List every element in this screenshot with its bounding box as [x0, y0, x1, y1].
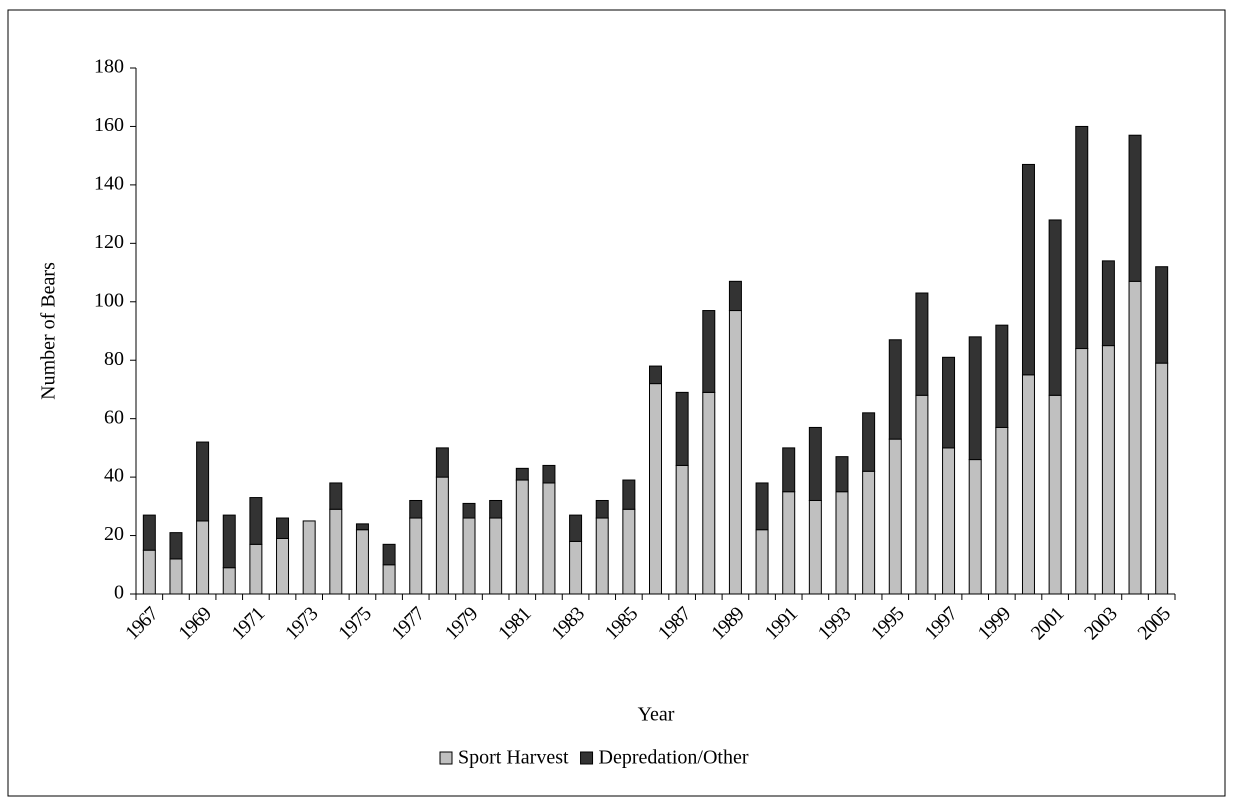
bar-segment: [595, 499, 609, 519]
bar-segment: [435, 476, 449, 595]
bar-segment: [302, 520, 316, 595]
bar-segment: [1075, 348, 1089, 595]
bar-segment: [1021, 163, 1035, 376]
bar-segment: [142, 514, 156, 551]
bar-segment: [888, 339, 902, 440]
y-tick-label: 20: [104, 523, 124, 545]
bar-segment: [169, 558, 183, 595]
bar-segment: [649, 365, 662, 385]
bar-segment: [462, 517, 476, 595]
y-tick-label: 160: [94, 114, 124, 136]
bar-segment: [222, 514, 236, 569]
bar-segment: [1155, 362, 1169, 595]
bar-segment: [196, 520, 210, 595]
bar-segment: [782, 491, 796, 595]
y-tick-label: 100: [94, 289, 124, 311]
bar-segment: [435, 447, 449, 478]
bar-segment: [862, 470, 876, 595]
y-tick-label: 80: [104, 348, 124, 370]
y-tick-label: 180: [94, 56, 124, 78]
bar-segment: [1075, 125, 1089, 350]
bar-segment: [1101, 345, 1115, 595]
bar-segment: [888, 438, 902, 595]
bar-segment: [542, 464, 556, 484]
bar-segment: [515, 467, 529, 481]
bar-segment: [355, 523, 369, 531]
frame: [7, 9, 1226, 797]
bar-segment: [782, 447, 796, 493]
bar-segment: [142, 549, 156, 595]
bar-segment: [649, 383, 662, 595]
bar-segment: [995, 324, 1009, 428]
bar-segment: [1128, 280, 1142, 595]
bar-segment: [915, 292, 929, 396]
bar-segment: [622, 479, 636, 510]
bar-segment: [995, 426, 1009, 595]
bar-segment: [515, 479, 529, 595]
bar-segment: [1128, 134, 1142, 282]
bar-segment: [489, 517, 503, 595]
y-tick-label: 60: [104, 406, 124, 428]
bar-segment: [569, 514, 583, 542]
bar-segment: [835, 491, 849, 595]
bar-segment: [382, 543, 396, 566]
bar-segment: [1048, 219, 1062, 396]
bar-segment: [1021, 374, 1035, 595]
bar-segment: [409, 499, 423, 519]
bar-segment: [862, 412, 876, 472]
bar-segment: [542, 482, 556, 595]
bar-segment: [675, 391, 689, 466]
legend-label: Depredation/Other: [599, 747, 749, 769]
bar-segment: [728, 310, 742, 595]
bar-segment: [755, 482, 769, 531]
legend-swatch: [580, 751, 594, 765]
bar-segment: [968, 336, 982, 461]
bar-segment: [728, 280, 742, 312]
bar-segment: [329, 508, 343, 595]
y-tick-label: 140: [94, 172, 124, 194]
bar-segment: [595, 517, 609, 595]
bar-segment: [622, 508, 636, 595]
bar-segment: [702, 310, 716, 393]
legend-label: Sport Harvest: [458, 747, 569, 769]
bar-segment: [1048, 394, 1062, 595]
bar-segment: [249, 543, 263, 595]
bar-segment: [968, 459, 982, 595]
bar-segment: [808, 499, 822, 595]
bar-segment: [942, 447, 956, 595]
bar-segment: [942, 356, 956, 449]
x-axis-label: Year: [638, 704, 675, 726]
y-tick-label: 0: [114, 582, 124, 604]
bar-segment: [249, 497, 263, 545]
bar-segment: [489, 499, 503, 519]
legend-swatch: [439, 751, 453, 765]
bar-segment: [1101, 260, 1115, 347]
bar-segment: [702, 391, 716, 595]
bar-segment: [915, 394, 929, 595]
bar-segment: [169, 532, 183, 560]
bar-segment: [808, 426, 822, 501]
bar-segment: [329, 482, 343, 510]
y-tick-label: 40: [104, 465, 124, 487]
bar-segment: [355, 529, 369, 595]
bar-segment: [276, 517, 290, 539]
bar-segment: [755, 529, 769, 595]
y-axis-label: Number of Bears: [38, 262, 60, 400]
bar-segment: [276, 537, 290, 595]
bar-segment: [569, 540, 583, 595]
bar-segment: [1155, 266, 1169, 364]
bar-segment: [222, 567, 236, 595]
bar-segment: [196, 441, 210, 522]
y-tick-label: 120: [94, 231, 124, 253]
bar-segment: [462, 502, 476, 519]
bar-segment: [409, 517, 423, 595]
bar-segment: [382, 564, 396, 595]
bar-segment: [835, 456, 849, 493]
bar-segment: [675, 464, 689, 595]
